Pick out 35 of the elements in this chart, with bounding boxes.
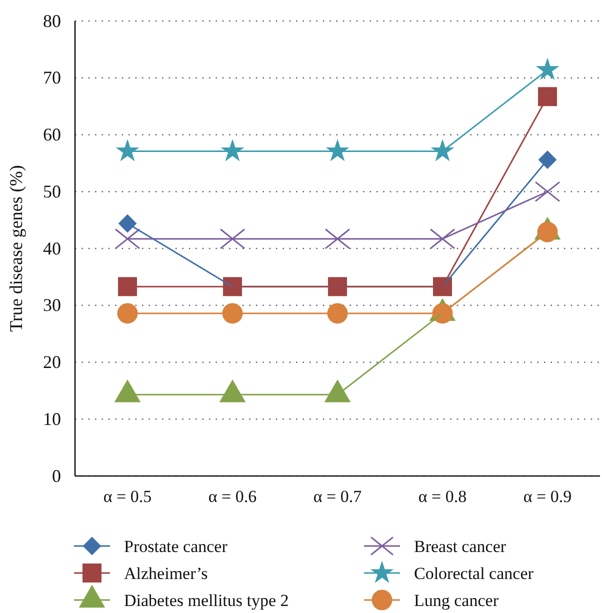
y-tick-label: 0 <box>52 466 61 486</box>
point <box>324 228 350 250</box>
legend-label: Breast cancer <box>414 537 506 556</box>
legend-label: Alzheimer’s <box>124 564 208 583</box>
legend-label: Lung cancer <box>414 591 499 610</box>
point <box>327 303 348 324</box>
y-tick-label: 60 <box>43 124 61 145</box>
y-tick-label: 40 <box>43 238 61 258</box>
x-tick-label: α = 0.9 <box>523 487 572 506</box>
x-tick-label: α = 0.6 <box>208 487 257 506</box>
legend-label: Diabetes mellitus type 2 <box>124 591 289 610</box>
point <box>538 150 557 169</box>
y-tick-label: 70 <box>43 68 61 88</box>
y-tick-label: 50 <box>43 181 61 202</box>
point <box>536 58 560 80</box>
y-axis-title: True disease genes (%) <box>6 165 26 332</box>
point <box>220 228 246 250</box>
point <box>534 181 560 202</box>
point <box>430 228 456 250</box>
point <box>118 277 137 296</box>
y-tick-label: 10 <box>43 408 61 429</box>
point <box>116 138 140 162</box>
x-tick-label: α = 0.5 <box>103 487 152 506</box>
point <box>222 303 243 324</box>
point <box>118 214 137 233</box>
x-tick-label: α = 0.8 <box>418 487 467 506</box>
y-tick-label: 80 <box>43 10 61 31</box>
point <box>117 303 138 324</box>
legend-label: Colorectal cancer <box>414 564 534 583</box>
y-tick-label: 30 <box>43 295 61 316</box>
point <box>114 228 140 250</box>
legend-label: Prostate cancer <box>124 537 228 556</box>
x-tick-label: α = 0.7 <box>313 487 362 506</box>
point <box>538 87 557 106</box>
y-tick-label: 20 <box>43 352 61 372</box>
